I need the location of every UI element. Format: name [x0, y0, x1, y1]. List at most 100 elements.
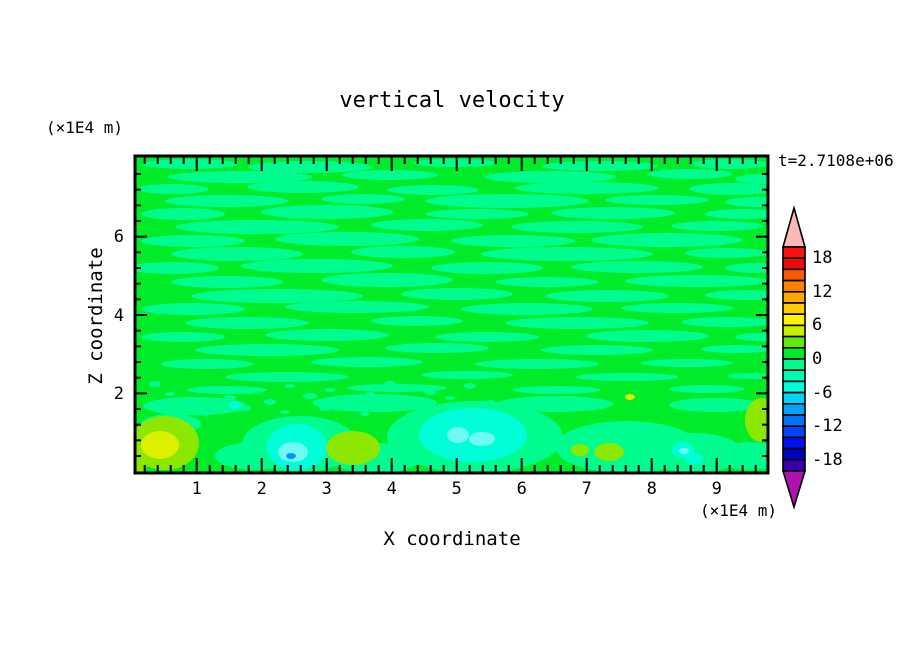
x-tick-label: 1: [191, 479, 202, 499]
colorbar-segment: [782, 458, 806, 472]
x-minor-tick: [494, 156, 497, 164]
downdraft-streak: [413, 159, 497, 167]
downdraft-streak: [725, 197, 768, 207]
x-major-tick: [650, 156, 653, 171]
x-minor-tick: [221, 156, 224, 164]
x-minor-tick: [598, 156, 601, 164]
colorbar-label: -6: [812, 382, 833, 403]
z-minor-tick: [762, 423, 768, 426]
downdraft-streak: [511, 221, 643, 233]
downdraft-streak: [225, 372, 349, 382]
downdraft-streak: [725, 263, 768, 273]
colorbar-segment: [782, 290, 806, 304]
pale_cyan-blob: [447, 427, 469, 443]
x-minor-tick: [234, 156, 237, 164]
z-minor-tick: [762, 298, 768, 301]
downdraft-streak: [241, 259, 393, 273]
x-minor-tick: [754, 465, 757, 473]
x-minor-tick: [299, 465, 302, 473]
downdraft-patch: [313, 394, 437, 412]
x-minor-tick: [442, 465, 445, 473]
colorbar-segment: [782, 346, 806, 360]
x-minor-tick: [611, 465, 614, 473]
z-minor-tick: [762, 408, 768, 411]
downdraft-streak: [625, 275, 768, 287]
x-minor-tick: [364, 156, 367, 164]
downdraft-streak: [435, 332, 539, 342]
colorbar-segment: [782, 268, 806, 282]
x-major-tick: [650, 458, 653, 473]
speckle: [200, 412, 210, 416]
speckle: [445, 396, 455, 400]
x-minor-tick: [546, 156, 549, 164]
colorbar-segment: [782, 391, 806, 405]
x-minor-tick: [663, 156, 666, 164]
downdraft-streak: [689, 183, 768, 195]
x-minor-tick: [728, 156, 731, 164]
downdraft-streak: [171, 276, 283, 288]
x-major-tick: [455, 458, 458, 473]
x-minor-tick: [533, 156, 536, 164]
downdraft-streak: [185, 317, 309, 329]
x-major-tick: [325, 458, 328, 473]
downdraft-patch: [715, 442, 768, 470]
x-minor-tick: [689, 465, 692, 473]
speckle: [365, 392, 375, 396]
x-major-tick: [715, 156, 718, 171]
x-minor-tick: [273, 465, 276, 473]
x-minor-tick: [221, 465, 224, 473]
x-minor-tick: [637, 465, 640, 473]
colorbar-segment: [782, 402, 806, 416]
downdraft-streak: [681, 317, 768, 327]
colorbar-segment: [782, 369, 806, 383]
downdraft-streak: [669, 385, 745, 393]
x-minor-tick: [728, 465, 731, 473]
downdraft-streak: [161, 359, 253, 369]
downdraft-streak: [142, 159, 238, 169]
downdraft-streak: [141, 235, 245, 247]
z-tick-label: 4: [113, 305, 124, 326]
downdraft-streak: [591, 233, 743, 247]
z-minor-tick: [762, 204, 768, 207]
downdraft-streak: [141, 208, 225, 220]
downdraft-streak: [135, 262, 219, 274]
x-minor-tick: [481, 156, 484, 164]
z-major-tick: [756, 235, 768, 238]
downdraft-streak: [195, 344, 339, 356]
downdraft-streak: [248, 161, 372, 173]
x-minor-tick: [182, 465, 185, 473]
x-minor-tick: [351, 465, 354, 473]
x-minor-tick: [169, 156, 172, 164]
x-major-tick: [520, 458, 523, 473]
z-minor-tick: [762, 266, 768, 269]
speckle: [319, 405, 331, 411]
colorbar-label: 0: [812, 349, 823, 369]
pale_yellow-blob: [141, 431, 179, 459]
downdraft-streak: [515, 182, 659, 194]
x-minor-tick: [208, 465, 211, 473]
downdraft-streak: [735, 174, 768, 184]
x-minor-tick: [143, 156, 146, 164]
downdraft-streak: [321, 194, 405, 204]
speckle: [224, 395, 236, 401]
z-tick-label: 2: [113, 384, 124, 405]
colorbar-segment: [782, 436, 806, 450]
z-minor-tick: [762, 219, 768, 222]
downdraft-streak: [351, 246, 455, 258]
speckle: [280, 410, 290, 414]
z-minor-tick: [135, 408, 141, 411]
downdraft-streak: [137, 184, 209, 194]
x-minor-tick: [156, 156, 159, 164]
z-major-tick: [135, 235, 147, 238]
colorbar-label: 6: [812, 315, 823, 336]
downdraft-streak: [648, 169, 732, 179]
x-axis-unit-label: (×1E4 m): [699, 501, 777, 520]
downdraft-streak: [621, 303, 733, 313]
z-minor-tick: [135, 298, 141, 301]
z-minor-tick: [135, 188, 141, 191]
x-minor-tick: [286, 156, 289, 164]
x-minor-tick: [403, 156, 406, 164]
downdraft-streak: [513, 386, 601, 394]
speckle: [165, 392, 175, 396]
downdraft-streak: [705, 290, 768, 300]
